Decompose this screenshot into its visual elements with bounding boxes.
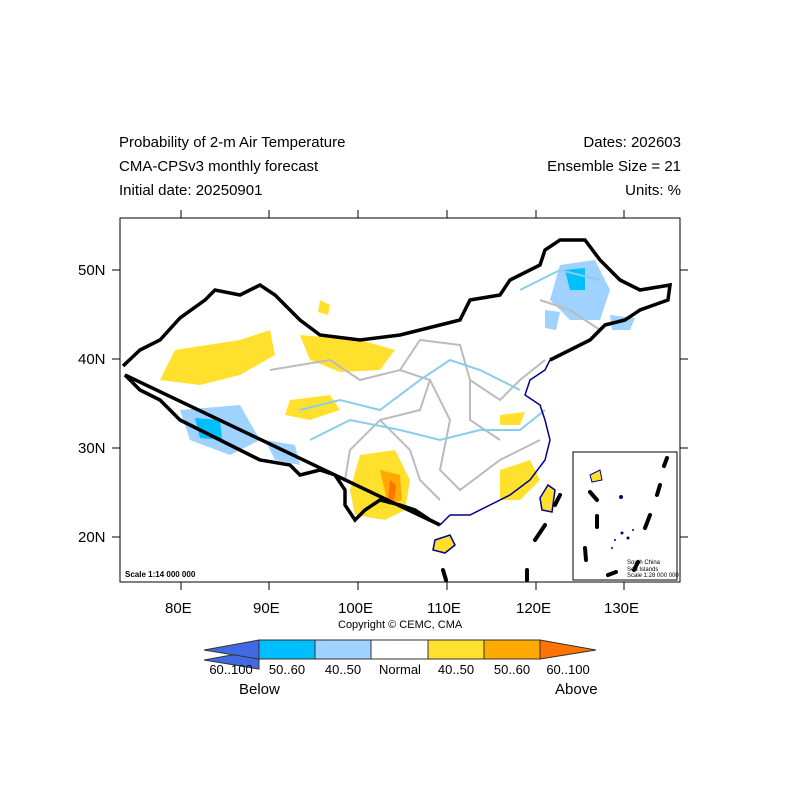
legend-label-below-40-50: 40..50 xyxy=(324,662,362,677)
legend-label-above-50-60: 50..60 xyxy=(493,662,531,677)
taiwan-island xyxy=(539,483,556,513)
legend-label-below-60-100: 60..100 xyxy=(209,662,253,677)
map-frame xyxy=(119,217,681,583)
legend-label-normal: Normal xyxy=(379,662,421,677)
hainan-island xyxy=(432,534,456,554)
legend-label-below-50-60: 50..60 xyxy=(268,662,306,677)
inset-caption: South China Sea Islands Scale 1:28 000 0… xyxy=(627,560,679,580)
inset-title: South China xyxy=(627,560,661,566)
units-label: Units: % xyxy=(625,182,681,199)
legend-above-label: Above xyxy=(555,681,598,698)
inset-scale: Scale 1:28 000 000 xyxy=(627,573,679,579)
china-border-south xyxy=(123,373,441,527)
china-border xyxy=(121,238,673,368)
coastline xyxy=(439,359,551,526)
nine-dash-line xyxy=(441,493,562,582)
title-line-3: Initial date: 20250901 xyxy=(119,182,263,199)
lat-tick-20n: 20N xyxy=(78,529,106,546)
lon-tick-90e: 90E xyxy=(253,600,280,617)
dates-label: Dates: 202603 xyxy=(583,134,681,151)
lat-tick-40n: 40N xyxy=(78,351,106,368)
legend-label-above-60-100: 60..100 xyxy=(546,662,590,677)
lon-tick-110e: 110E xyxy=(427,600,461,617)
anomaly-patches xyxy=(160,260,635,520)
lon-tick-100e: 100E xyxy=(338,600,374,617)
lon-tick-80e: 80E xyxy=(165,600,192,617)
inset-map xyxy=(572,451,678,581)
title-line-1: Probability of 2-m Air Temperature xyxy=(119,134,346,151)
title-line-2: CMA-CPSv3 monthly forecast xyxy=(119,158,319,175)
lat-tick-30n: 30N xyxy=(78,440,106,457)
legend-below-label: Below xyxy=(239,681,280,698)
lon-tick-130e: 130E xyxy=(604,600,640,617)
inset-subtitle: Sea Islands xyxy=(627,566,659,573)
lat-tick-50n: 50N xyxy=(78,262,106,279)
legend-label-above-40-50: 40..50 xyxy=(437,662,475,677)
copyright: Copyright © CEMC, CMA xyxy=(338,619,463,631)
province-borders xyxy=(269,299,601,501)
ensemble-label: Ensemble Size = 21 xyxy=(547,158,681,175)
axis-ticks xyxy=(112,210,688,590)
rivers xyxy=(299,268,601,442)
lon-tick-120e: 120E xyxy=(516,600,552,617)
map-scale: Scale 1:14 000 000 xyxy=(125,570,196,579)
